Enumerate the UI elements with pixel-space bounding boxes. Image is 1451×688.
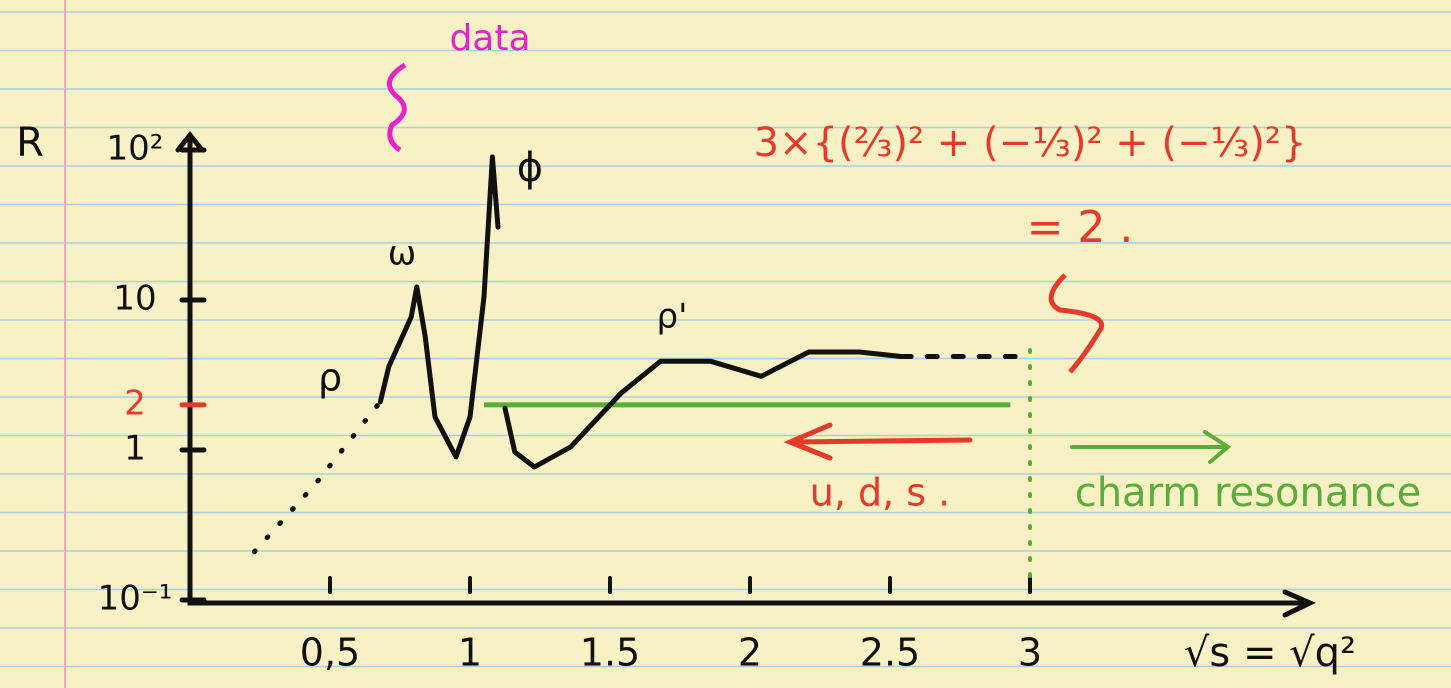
x-tick-label: 2 — [738, 631, 762, 675]
paper — [0, 12, 1451, 667]
arrow — [1072, 432, 1228, 462]
axes — [178, 135, 1310, 615]
x-tick-label: 3 — [1018, 631, 1042, 675]
y-tick-label: 2 — [124, 383, 146, 423]
x-tick-label: 0,5 — [300, 631, 360, 675]
x-tick-label: 2.5 — [860, 631, 920, 675]
x-axis-label: √s = √q² — [1184, 630, 1356, 676]
annotation: ω — [388, 234, 416, 274]
x-tick-label: 1.5 — [580, 631, 640, 675]
chart: R √s = √q² data ρ ω ϕ ρ' 3×{(⅔)² + (−⅓)²… — [0, 0, 1451, 688]
annotation: ρ' — [657, 297, 688, 337]
annotation: charm resonance — [1075, 470, 1422, 516]
y-tick-label: 10⁻¹ — [98, 579, 173, 619]
data-line — [380, 157, 901, 467]
squiggle — [1051, 275, 1102, 372]
annotation: = 2 . — [1027, 202, 1134, 253]
squiggle — [389, 65, 405, 150]
page: R √s = √q² data ρ ω ϕ ρ' 3×{(⅔)² + (−⅓)²… — [0, 0, 1451, 688]
y-tick-label: 10 — [113, 279, 156, 319]
y-tick-label: 10² — [107, 129, 164, 169]
annotation: data — [449, 18, 530, 59]
arrow — [790, 425, 970, 458]
data-line — [254, 402, 380, 552]
annotation: ρ — [318, 356, 342, 400]
x-tick-label: 1 — [458, 631, 482, 675]
y-tick-label: 1 — [124, 429, 146, 469]
annotation: u, d, s . — [810, 471, 950, 515]
y-axis-label: R — [16, 120, 44, 166]
annotation: ϕ — [517, 145, 543, 191]
formula: 3×{(⅔)² + (−⅓)² + (−⅓)²} — [754, 120, 1307, 166]
